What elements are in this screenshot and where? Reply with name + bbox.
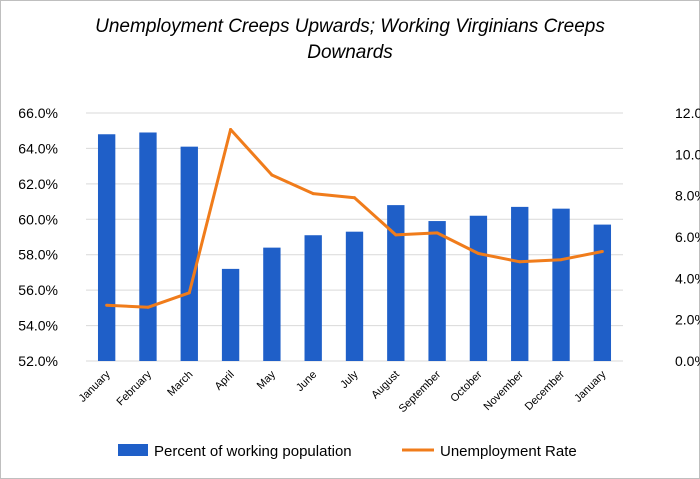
point-unemployment-rate[interactable] (518, 260, 522, 264)
y-left-tick-label: 52.0% (18, 353, 58, 369)
x-tick-label: December (523, 368, 568, 413)
bar-working-population[interactable] (180, 146, 198, 361)
y-left-tick-label: 62.0% (18, 176, 58, 192)
y-right-tick-label: 6.0% (675, 229, 700, 245)
x-tick-label: January (572, 368, 609, 405)
point-unemployment-rate[interactable] (105, 303, 109, 307)
point-unemployment-rate[interactable] (270, 173, 274, 177)
point-unemployment-rate[interactable] (146, 305, 150, 309)
chart-title-line-1: Unemployment Creeps Upwards; Working Vir… (95, 16, 605, 37)
chart-title: Unemployment Creeps Upwards; Working Vir… (0, 14, 700, 66)
point-unemployment-rate[interactable] (559, 258, 563, 262)
bar-working-population[interactable] (221, 268, 240, 361)
x-tick-label: May (255, 368, 279, 392)
bar-working-population[interactable] (428, 221, 446, 361)
y-left-tick-label: 54.0% (18, 318, 58, 334)
bar-working-population[interactable] (263, 247, 281, 361)
point-unemployment-rate[interactable] (435, 231, 439, 235)
y-right-tick-label: 8.0% (675, 188, 700, 204)
point-unemployment-rate[interactable] (394, 233, 398, 237)
x-tick-label: July (338, 368, 361, 391)
x-tick-label: August (369, 369, 402, 402)
y-left-tick-label: 66.0% (18, 105, 58, 121)
y-right-tick-label: 0.0% (675, 353, 700, 369)
legend-label-unemployment-rate: Unemployment Rate (440, 443, 577, 460)
y-left-tick-label: 60.0% (18, 211, 58, 227)
y-right-tick-label: 4.0% (675, 270, 700, 286)
point-unemployment-rate[interactable] (600, 249, 604, 253)
x-tick-label: March (165, 369, 195, 399)
y-right-tick-label: 2.0% (675, 312, 700, 328)
y-right-tick-label: 10.0% (675, 146, 700, 162)
y-left-tick-label: 64.0% (18, 140, 58, 156)
x-tick-label: November (481, 368, 526, 413)
legend-swatch-working-population (118, 444, 148, 456)
y-left-tick-label: 56.0% (18, 282, 58, 298)
x-tick-label: October (448, 368, 484, 404)
point-unemployment-rate[interactable] (187, 291, 191, 295)
x-tick-label: April (213, 369, 237, 393)
bar-working-population[interactable] (139, 132, 157, 361)
bar-working-population[interactable] (593, 224, 612, 361)
bar-working-population[interactable] (304, 235, 322, 361)
legend-label-working-population: Percent of working population (154, 443, 352, 460)
x-tick-label: February (114, 368, 154, 408)
y-right-tick-label: 12.0% (675, 105, 700, 121)
bar-working-population[interactable] (511, 206, 529, 361)
bar-working-population[interactable] (97, 134, 116, 361)
bar-working-population[interactable] (345, 231, 364, 361)
point-unemployment-rate[interactable] (476, 252, 480, 256)
bar-working-population[interactable] (469, 215, 488, 361)
bar-working-population[interactable] (387, 205, 405, 361)
point-unemployment-rate[interactable] (229, 128, 233, 132)
chart-title-line-2: Downards (307, 42, 393, 63)
point-unemployment-rate[interactable] (311, 192, 315, 196)
bar-working-population[interactable] (552, 208, 570, 361)
y-left-tick-label: 58.0% (18, 247, 58, 263)
x-tick-label: June (294, 369, 319, 394)
x-tick-label: September (397, 368, 444, 415)
point-unemployment-rate[interactable] (353, 196, 356, 200)
x-tick-label: January (77, 368, 114, 405)
